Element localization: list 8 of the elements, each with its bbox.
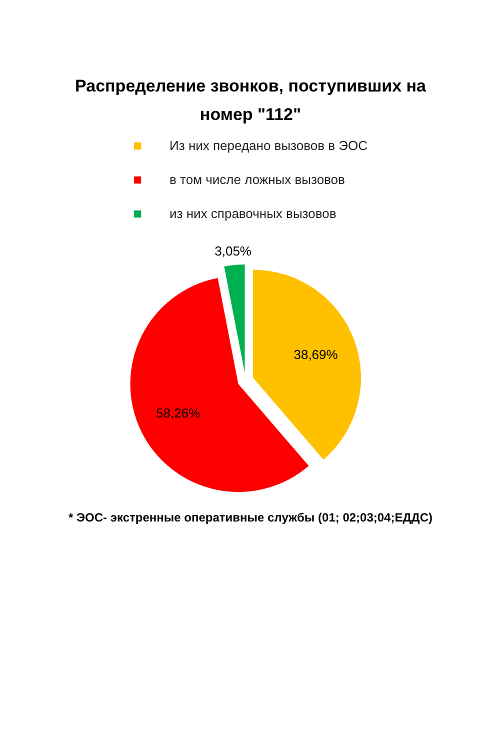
text: * ЭОС- экстренные оперативные службы (01; 02;03;04;ЕДДС) <box>68 510 432 524</box>
legend-label: из них справочных вызовов <box>170 206 336 221</box>
chart-title: Распределение звонков, поступивших на номер "112" <box>75 76 427 124</box>
legend-label: в том числе ложных вызовов <box>170 172 345 187</box>
legend-label: Из них передано вызовов в ЭОС <box>170 138 368 153</box>
data-label: 38,69% <box>294 346 338 362</box>
data-label: 3,05% <box>214 244 252 259</box>
data-label: 58,26% <box>156 406 201 421</box>
